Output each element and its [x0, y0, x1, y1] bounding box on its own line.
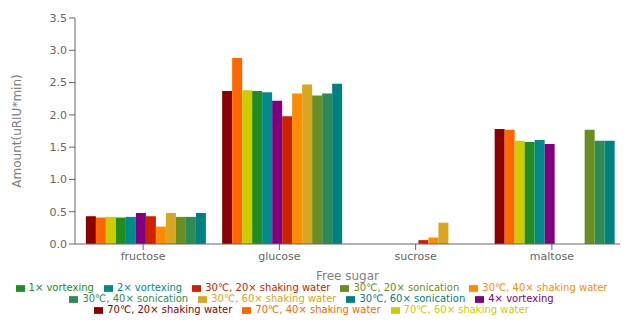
svg-text:sucrose: sucrose: [394, 250, 436, 263]
svg-text:fructose: fructose: [121, 250, 166, 263]
svg-text:0.5: 0.5: [50, 206, 68, 219]
svg-text:2.5: 2.5: [50, 76, 68, 89]
svg-text:1.0: 1.0: [50, 173, 68, 186]
html-text:1× vortexing: 1× vortexing: [28, 282, 94, 293]
svg-text:Amount(uRIU*min): Amount(uRIU*min): [10, 74, 24, 187]
html-text:70℃, 20× shaking water: 70℃, 20× shaking water: [107, 304, 233, 315]
svg-text:0.0: 0.0: [50, 238, 68, 251]
html-text:2× vortexing: 2× vortexing: [116, 282, 183, 293]
html-text:70℃, 40× shaking water: 70℃, 40× shaking water: [255, 304, 381, 315]
html-text:30℃, 40× shaking water: 30℃, 40× shaking water: [482, 282, 608, 293]
svg-text:maltose: maltose: [530, 250, 574, 263]
svg-text:3.0: 3.0: [50, 44, 68, 57]
html-text:30℃, 20× sonication: 30℃, 20× sonication: [353, 282, 460, 293]
html-text:30℃, 60× sonication: 30℃, 60× sonication: [359, 293, 466, 304]
svg-text:1.5: 1.5: [50, 141, 68, 154]
svg-text:2.0: 2.0: [50, 109, 68, 122]
svg-text:3.5: 3.5: [50, 12, 68, 25]
svg-text:glucose: glucose: [258, 250, 301, 263]
html-text:30℃, 60× shaking water: 30℃, 60× shaking water: [211, 293, 337, 304]
html-text:4× vortexing: 4× vortexing: [488, 293, 554, 304]
html-text:30℃, 20× shaking water: 30℃, 20× shaking water: [205, 282, 331, 293]
svg-text:Free sugar: Free sugar: [316, 269, 379, 283]
html-text:70℃, 60× shaking water: 70℃, 60× shaking water: [403, 304, 529, 315]
html-text:30℃, 40× sonication: 30℃, 40× sonication: [82, 293, 189, 304]
